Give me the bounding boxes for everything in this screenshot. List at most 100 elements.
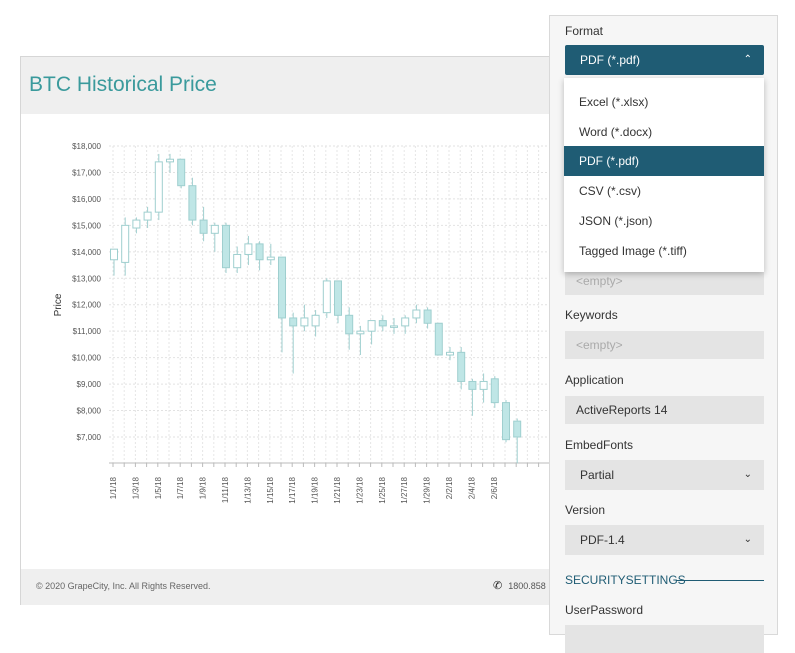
application-field[interactable]: ActiveReports 14 [565,396,764,424]
chevron-down-icon: ⌄ [743,534,752,545]
chevron-up-icon: ⌃ [743,54,752,65]
candle-body [166,158,174,163]
format-select[interactable]: PDF (*.pdf) ⌃ [565,45,764,75]
format-option-pdf[interactable]: PDF (*.pdf) [564,146,764,176]
version-label: Version [565,503,606,517]
candle-body [345,314,354,335]
footer-phone: ✆ 1800.858 [493,579,546,592]
candle-body [132,219,141,229]
candle-body [121,224,130,263]
x-tick-label: 1/9/18 [199,476,208,499]
candle-body [255,243,264,261]
candle-body [188,185,197,221]
x-tick-label: 2/6/18 [490,476,499,499]
phone-icon: ✆ [493,580,503,592]
x-tick-label: 1/25/18 [378,476,387,503]
candle-body [210,224,219,234]
y-tick-label: $8,000 [77,407,102,416]
y-tick-label: $18,000 [72,142,101,151]
candlestick-chart: $18,000 $17,000 $16,000 $15,000 $14,000 $13,0… [53,142,549,504]
candle-body [266,256,275,261]
y-tick-label: $9,000 [77,380,102,389]
candle-body [423,309,432,324]
y-tick-label: $14,000 [72,248,101,257]
y-axis-label: Price [53,293,64,316]
x-tick-label: 1/5/18 [154,476,163,499]
report-title: BTC Historical Price [29,73,217,96]
userpassword-label: UserPassword [565,603,644,617]
version-select[interactable]: PDF-1.4 ⌄ [565,525,764,555]
candle-body [367,320,376,332]
candle-body [289,317,298,327]
candle-body [513,420,522,438]
candle-body [502,402,510,441]
format-option-word[interactable]: Word (*.docx) [579,125,653,139]
format-label: Format [565,24,604,38]
x-tick-label: 1/13/18 [243,476,252,503]
x-tick-label: 1/27/18 [400,476,409,503]
candle-body [177,158,186,187]
x-tick-label: 1/1/18 [109,476,118,499]
section-divider [676,580,764,581]
x-tick-label: 1/19/18 [311,476,320,503]
candle-body [356,330,365,335]
candle-body [490,378,499,404]
format-select-value: PDF (*.pdf) [580,53,641,67]
y-tick-label: $7,000 [77,433,102,442]
version-value: PDF-1.4 [580,533,625,547]
embedfonts-value: Partial [580,468,615,482]
format-option-csv[interactable]: CSV (*.csv) [579,184,642,198]
x-tick-label: 1/3/18 [131,476,140,499]
x-tick-label: 1/11/18 [221,476,230,503]
format-option-json[interactable]: JSON (*.json) [579,214,653,228]
candle-body [199,219,208,234]
embedfonts-label: EmbedFonts [565,438,634,452]
y-tick-label: $12,000 [72,301,101,310]
candle-body [233,253,242,269]
y-tick-label: $13,000 [72,274,101,283]
x-tick-label: 1/15/18 [266,476,275,503]
y-tick-label: $11,000 [73,327,102,336]
x-tick-label: 1/21/18 [333,476,342,503]
candle-body [412,309,421,319]
x-tick-label: 1/29/18 [423,476,432,503]
y-tick-label: $15,000 [72,221,101,230]
x-tick-label: 1/7/18 [176,476,185,499]
candle-body [434,322,443,356]
candle-body [334,280,342,316]
format-dropdown-menu: Excel (*.xlsx) Word (*.docx) PDF (*.pdf)… [564,78,764,272]
x-tick-label: 1/17/18 [288,476,297,503]
keywords-field[interactable]: <empty> [565,331,764,359]
y-tick-label: $10,000 [72,354,101,363]
y-tick-label: $16,000 [72,195,101,204]
chevron-down-icon: ⌄ [743,469,752,480]
candle-body [278,256,286,319]
candle-body [401,317,410,327]
x-tick-label: 2/4/18 [467,476,476,499]
candle-body [311,314,320,327]
userpassword-field[interactable] [565,625,764,653]
candle-body [143,211,152,221]
x-tick-label: 1/23/18 [355,476,364,503]
candle-body [378,320,387,327]
y-tick-label: $17,000 [72,168,101,177]
candle-body [468,380,477,390]
candle-body [479,380,488,390]
candle-body [390,325,398,328]
keywords-label: Keywords [565,308,618,322]
candle-body [222,224,230,269]
candle-body [244,243,253,255]
candle-body [300,317,309,327]
candle-body [457,351,466,382]
embedfonts-select[interactable]: Partial ⌄ [565,460,764,490]
candle-body [446,351,454,356]
format-option-excel[interactable]: Excel (*.xlsx) [579,95,649,109]
security-settings-title: SECURITYSETTINGS [565,573,686,587]
candle-body [110,248,118,261]
format-option-tiff[interactable]: Tagged Image (*.tiff) [579,244,687,258]
footer-phone-number: 1800.858 [508,581,546,591]
candle-body [322,280,331,314]
candle-body [154,161,163,213]
x-tick-label: 2/2/18 [445,476,454,499]
application-label: Application [565,373,624,387]
